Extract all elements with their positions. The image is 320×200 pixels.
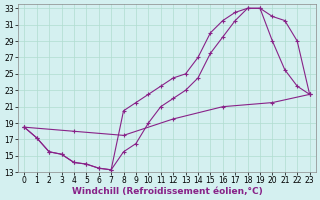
X-axis label: Windchill (Refroidissement éolien,°C): Windchill (Refroidissement éolien,°C): [72, 187, 262, 196]
